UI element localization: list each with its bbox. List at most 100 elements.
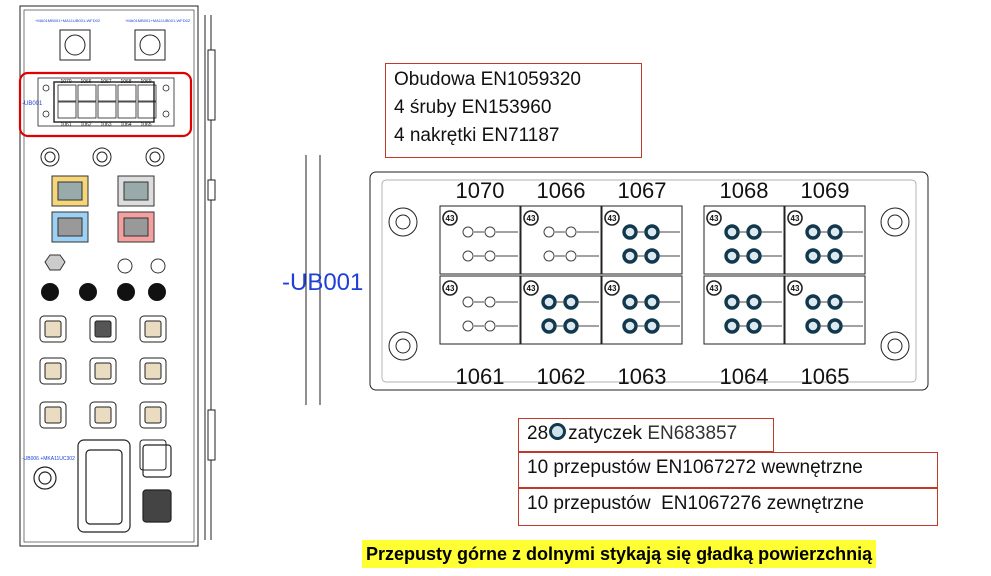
black-glands-row [41, 283, 166, 301]
inner-glands-text: 10 przepustów EN1067272 wewnętrzne [527, 457, 863, 478]
plugged-hole [805, 318, 821, 334]
plugged-hole [622, 294, 638, 310]
top-label-left: +MA01MB001+MA11UB001-WFD02 [35, 18, 101, 23]
mini-terminal-bottom-4: 1064 [120, 122, 131, 128]
cell-badge [523, 210, 539, 226]
plugged-hole [644, 294, 660, 310]
plugged-hole [746, 224, 762, 240]
open-hole [543, 250, 555, 262]
socket-insert [94, 320, 112, 338]
mini-cell [57, 101, 77, 119]
terminal-number-bottom-3: 1063 [618, 364, 667, 389]
cell-badge [442, 210, 458, 226]
screws-line: 4 śruby EN153960 [394, 97, 552, 118]
plugged-hole [644, 248, 660, 264]
cell-badge-label: 43 [527, 214, 536, 223]
mini-terminal-top-2: 1066 [80, 79, 91, 85]
outer-glands-text: 10 przepustów EN1067276 zewnętrzne [527, 493, 864, 514]
mini-terminal-top-4: 1068 [120, 79, 131, 85]
ub001-detail-drawing: -UB001 1070 43 1066 43 1067 43 1068 43 1069 43 43 1… [282, 155, 929, 405]
plugs-count: 28 [527, 423, 549, 444]
cell-badge [604, 280, 620, 296]
cell-badge-label: 43 [527, 284, 536, 293]
mini-cell [57, 84, 77, 102]
cell-badge [523, 280, 539, 296]
cell-badge [787, 280, 803, 296]
socket-insert [144, 362, 162, 380]
plugged-hole [541, 318, 557, 334]
plugged-hole [622, 318, 638, 334]
terminal-number-bottom-2: 1062 [537, 364, 586, 389]
open-hole [484, 226, 496, 238]
socket-insert [44, 362, 62, 380]
cell-badge-label: 43 [446, 214, 455, 223]
open-hole [484, 320, 496, 332]
open-hole [543, 226, 555, 238]
open-hole [462, 296, 474, 308]
terminal-number-top-5: 1069 [801, 178, 850, 203]
connectors-block [44, 175, 166, 274]
mini-terminal-top-1: 1070 [60, 79, 71, 85]
plugged-hole [827, 318, 843, 334]
cell-badge [706, 280, 722, 296]
mini-cell [137, 101, 157, 119]
cabinet-bottom-label: -UB006 +MKA11UC302 [22, 456, 75, 462]
plugged-hole [805, 224, 821, 240]
cell-badge-label: 43 [608, 214, 617, 223]
plugged-hole [827, 224, 843, 240]
plugged-hole [541, 294, 557, 310]
cell-badge-label: 43 [710, 214, 719, 223]
cabinet-frame [19, 5, 199, 547]
socket-insert [144, 320, 162, 338]
mini-terminal-block: 1070 1066 1067 1068 1069 1061 1062 1063 1064 1065 [37, 77, 175, 128]
mini-cell [77, 84, 97, 102]
plugged-hole [746, 248, 762, 264]
top-label-right: +MA01MB001+MA11UB001-WFD02 [125, 18, 191, 23]
note-highlight: Przepusty górne z dolnymi stykają się gł… [362, 540, 877, 568]
plugged-hole [644, 224, 660, 240]
housing-info-box: Obudowa EN1059320 4 śruby EN153960 4 nak… [385, 63, 642, 158]
mini-terminal-bottom-2: 1062 [80, 122, 91, 128]
mini-cell [77, 101, 97, 119]
terminal-number-top-4: 1068 [720, 178, 769, 203]
outer-glands-row: 10 przepustów EN1067276 zewnętrzne [518, 488, 938, 526]
mini-cell [117, 101, 137, 119]
cell-badge-label: 43 [791, 284, 800, 293]
mini-mount-hole [162, 84, 170, 92]
cabinet-drawing: +MA01MB001+MA11UB001-WFD02 +MA01MB001+MA… [18, 5, 216, 547]
inner-glands-row: 10 przepustów EN1067272 wewnętrzne [518, 452, 938, 488]
bottom-connector [33, 439, 172, 533]
ub001-label: -UB001 [282, 269, 363, 296]
plugged-hole [746, 294, 762, 310]
plugged-hole [805, 248, 821, 264]
plugged-hole [805, 294, 821, 310]
housing-line: Obudowa EN1059320 [394, 69, 581, 90]
socket-grid [39, 315, 167, 471]
mini-cell [137, 84, 157, 102]
socket-insert [94, 406, 112, 424]
plugged-hole [563, 318, 579, 334]
plug-icon [549, 423, 567, 440]
plugged-hole [827, 248, 843, 264]
plugged-hole [827, 294, 843, 310]
mini-mount-hole [162, 110, 170, 118]
plugged-hole [563, 294, 579, 310]
terminal-number-top-1: 1070 [456, 178, 505, 203]
cell-badge-label: 43 [608, 284, 617, 293]
mount-hole-bottom-left [388, 331, 418, 361]
open-hole [484, 250, 496, 262]
cell-badge [787, 210, 803, 226]
open-hole [484, 296, 496, 308]
top-gland-left [59, 29, 91, 61]
terminal-number-top-2: 1066 [537, 178, 586, 203]
open-hole [565, 226, 577, 238]
plugged-hole [724, 318, 740, 334]
mini-mount-hole [42, 84, 50, 92]
mini-mount-hole [42, 110, 50, 118]
open-hole [462, 320, 474, 332]
mini-cell [117, 84, 137, 102]
socket [139, 439, 167, 471]
terminal-number-top-3: 1067 [618, 178, 667, 203]
plugs-code: EN683857 [647, 423, 738, 444]
terminal-number-bottom-1: 1061 [456, 364, 505, 389]
